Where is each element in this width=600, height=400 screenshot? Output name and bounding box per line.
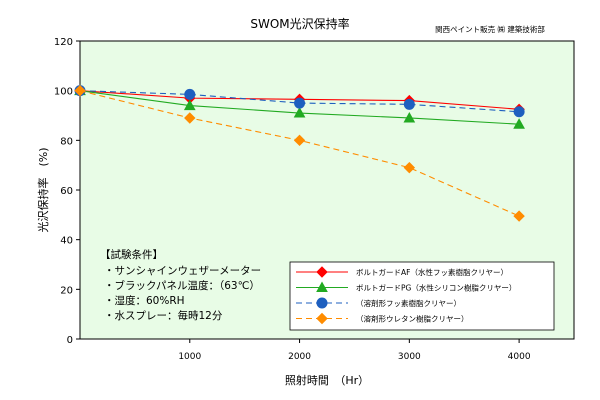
data-point	[184, 88, 196, 100]
data-point	[403, 98, 415, 110]
legend-item: ボルトガードAF（水性フッ素樹脂クリヤー）	[296, 266, 508, 278]
data-point	[513, 106, 525, 118]
test-conditions: 【試験条件】・サンシャインウェザーメーター・ブラックパネル温度：（63℃） ・湿度…	[100, 248, 261, 322]
series-4	[74, 84, 525, 222]
data-point	[183, 99, 196, 111]
y-tick-label: 60	[60, 186, 73, 197]
x-axis-label: 照射時間 （Hr）	[285, 373, 369, 387]
test-conditions-line: ・サンシャインウェザーメーター	[104, 265, 261, 277]
legend: ボルトガードAF（水性フッ素樹脂クリヤー） ボルトガードPG（水性シリコン樹脂クリ…	[289, 261, 555, 331]
data-point	[294, 97, 306, 109]
legend-marker	[316, 312, 328, 325]
data-point	[403, 161, 416, 174]
test-conditions-line: ・ブラックパネル温度：（63℃）	[104, 279, 260, 292]
data-point	[293, 106, 306, 118]
y-tick-label: 100	[54, 87, 73, 98]
legend-marker	[316, 266, 328, 278]
legend-label: ボルトガードAF（水性フッ素樹脂クリヤー）	[356, 267, 508, 277]
y-tick-label: 120	[54, 37, 73, 48]
legend-label: ボルトガードPG（水性シリコン樹脂クリヤー）	[356, 283, 516, 293]
legend-item: ボルトガードPG（水性シリコン樹脂クリヤー）	[296, 281, 516, 293]
data-point	[74, 84, 86, 97]
y-tick-label: 80	[60, 136, 73, 147]
data-point	[513, 210, 525, 222]
series-line	[79, 90, 520, 113]
x-tick-label: 4000	[508, 352, 531, 362]
data-point	[184, 112, 196, 124]
legend-item: （溶剤形フッ素樹脂クリヤー）	[296, 297, 461, 309]
x-tick-label: 1000	[178, 352, 201, 362]
y-tick-label: 20	[60, 285, 73, 296]
y-tick-label: 40	[60, 236, 73, 247]
test-conditions-line: ・水スプレー：毎時12分	[104, 309, 223, 322]
chart-source: 関西ペイント販売 ㈱ 建築技術部	[435, 24, 545, 34]
legend-box	[289, 261, 555, 331]
y-axis-label: 光沢保持率 (%)	[36, 147, 50, 232]
data-point	[403, 111, 416, 123]
test-conditions-title: 【試験条件】	[100, 248, 163, 261]
legend-marker	[316, 297, 328, 309]
chart-title: SWOM光沢保持率	[250, 16, 349, 31]
legend-item: （溶剤形ウレタン樹脂クリヤー）	[296, 312, 469, 325]
legend-marker	[316, 281, 328, 292]
x-tick-label: 2000	[288, 352, 311, 362]
legend-label: （溶剤形フッ素樹脂クリヤー）	[356, 298, 461, 308]
x-tick-label: 3000	[398, 352, 421, 362]
series-2	[74, 84, 525, 129]
data-point	[293, 134, 306, 147]
y-tick-label: 0	[67, 335, 73, 346]
data-point	[513, 118, 525, 129]
legend-label: （溶剤形ウレタン樹脂クリヤー）	[356, 314, 469, 324]
test-conditions-line: ・湿度：60%RH	[104, 294, 185, 307]
